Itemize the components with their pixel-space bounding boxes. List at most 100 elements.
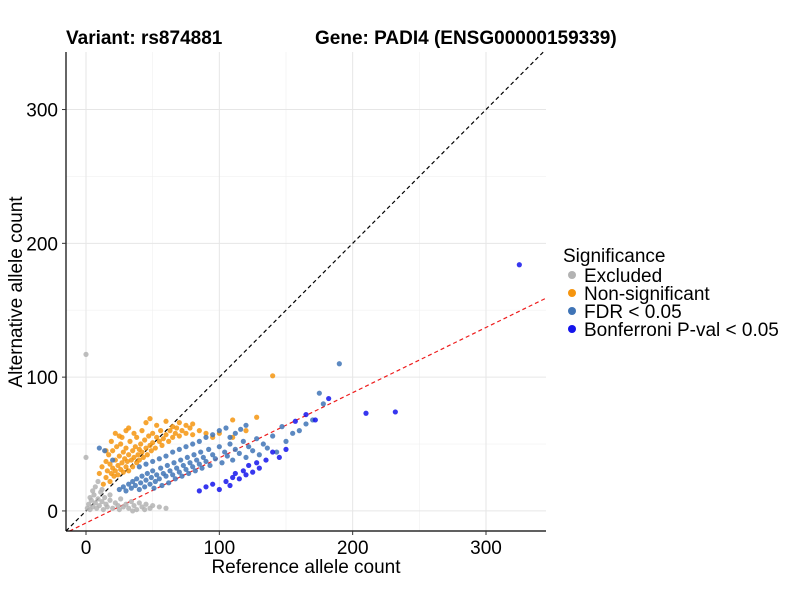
- point-fdr-0-05: [150, 468, 156, 474]
- point-fdr-0-05: [147, 481, 153, 487]
- point-fdr-0-05: [210, 452, 216, 458]
- point-excluded: [100, 506, 106, 513]
- point-fdr-0-05: [154, 472, 160, 478]
- title-gene: Gene: PADI4 (ENSG00000159339): [315, 28, 617, 49]
- point-fdr-0-05: [116, 486, 122, 493]
- point-bonferroni-p-val-0-05: [203, 484, 209, 490]
- point-non-significant: [170, 424, 176, 430]
- point-fdr-0-05: [270, 433, 276, 439]
- point-bonferroni-p-val-0-05: [363, 410, 369, 416]
- point-fdr-0-05: [144, 470, 150, 477]
- point-non-significant: [134, 434, 140, 440]
- point-fdr-0-05: [316, 390, 322, 396]
- point-bonferroni-p-val-0-05: [232, 470, 238, 477]
- x-tick-label: 200: [337, 538, 369, 559]
- point-excluded: [131, 502, 137, 509]
- point-non-significant: [139, 428, 145, 434]
- point-non-significant: [100, 481, 106, 487]
- point-fdr-0-05: [171, 460, 177, 466]
- point-fdr-0-05: [143, 461, 149, 467]
- point-fdr-0-05: [128, 485, 134, 491]
- point-non-significant: [124, 458, 130, 465]
- point-bonferroni-p-val-0-05: [227, 482, 233, 489]
- point-non-significant: [142, 437, 148, 443]
- point-non-significant: [107, 478, 113, 485]
- legend-key-excluded: [568, 271, 576, 279]
- point-non-significant: [160, 436, 166, 442]
- point-bonferroni-p-val-0-05: [292, 418, 298, 424]
- point-fdr-0-05: [186, 470, 192, 477]
- point-non-significant: [146, 433, 152, 439]
- point-non-significant: [140, 454, 146, 461]
- point-fdr-0-05: [192, 468, 198, 474]
- point-fdr-0-05: [320, 401, 326, 407]
- point-bonferroni-p-val-0-05: [254, 460, 260, 466]
- point-fdr-0-05: [151, 485, 157, 491]
- point-non-significant: [123, 464, 129, 470]
- point-non-significant: [120, 449, 126, 455]
- point-fdr-0-05: [126, 481, 132, 487]
- point-fdr-0-05: [167, 468, 173, 474]
- point-excluded: [115, 502, 121, 509]
- point-bonferroni-p-val-0-05: [210, 481, 216, 487]
- point-fdr-0-05: [164, 462, 170, 469]
- point-fdr-0-05: [176, 446, 182, 452]
- point-fdr-0-05: [207, 462, 213, 469]
- point-non-significant: [112, 430, 118, 436]
- x-tick-label: 0: [81, 538, 92, 559]
- point-fdr-0-05: [227, 434, 233, 440]
- point-excluded: [107, 497, 113, 503]
- point-non-significant: [108, 438, 114, 444]
- point-non-significant: [123, 445, 129, 451]
- data-points: [83, 262, 522, 514]
- point-excluded: [118, 496, 124, 502]
- point-fdr-0-05: [232, 430, 238, 436]
- point-excluded: [91, 492, 97, 498]
- point-bonferroni-p-val-0-05: [240, 468, 246, 474]
- point-non-significant: [116, 453, 122, 459]
- point-non-significant: [163, 432, 169, 438]
- point-non-significant: [270, 373, 276, 379]
- point-non-significant: [116, 433, 122, 439]
- point-fdr-0-05: [191, 452, 197, 458]
- point-fdr-0-05: [200, 454, 206, 461]
- point-bonferroni-p-val-0-05: [276, 454, 282, 461]
- point-fdr-0-05: [256, 452, 262, 458]
- point-fdr-0-05: [199, 465, 205, 471]
- point-fdr-0-05: [138, 480, 144, 486]
- point-non-significant: [99, 464, 105, 470]
- point-fdr-0-05: [190, 464, 196, 470]
- point-excluded: [142, 506, 148, 513]
- point-fdr-0-05: [198, 449, 204, 455]
- point-fdr-0-05: [163, 473, 169, 479]
- point-excluded: [156, 504, 162, 510]
- point-fdr-0-05: [148, 474, 154, 481]
- point-fdr-0-05: [166, 480, 172, 486]
- point-non-significant: [172, 430, 178, 436]
- point-fdr-0-05: [158, 465, 164, 471]
- point-non-significant: [176, 420, 182, 426]
- point-fdr-0-05: [203, 434, 209, 440]
- point-excluded: [104, 504, 110, 510]
- point-fdr-0-05: [238, 426, 244, 432]
- point-non-significant: [158, 428, 164, 434]
- point-non-significant: [150, 440, 156, 446]
- legend-key-bonferroni-p-val-0-05: [568, 325, 576, 333]
- point-fdr-0-05: [150, 458, 156, 465]
- point-non-significant: [120, 469, 126, 475]
- reference-line-fit: [69, 297, 547, 532]
- point-bonferroni-p-val-0-05: [392, 409, 398, 415]
- point-bonferroni-p-val-0-05: [236, 476, 242, 482]
- point-fdr-0-05: [143, 477, 149, 483]
- point-fdr-0-05: [110, 457, 116, 463]
- point-fdr-0-05: [290, 430, 296, 436]
- point-non-significant: [190, 432, 196, 438]
- point-fdr-0-05: [240, 438, 246, 444]
- point-non-significant: [115, 462, 121, 469]
- point-fdr-0-05: [283, 438, 289, 444]
- legend-label-excluded: Excluded: [584, 266, 662, 287]
- point-non-significant: [126, 452, 132, 458]
- point-non-significant: [131, 454, 137, 461]
- point-non-significant: [132, 444, 138, 450]
- point-fdr-0-05: [216, 444, 222, 450]
